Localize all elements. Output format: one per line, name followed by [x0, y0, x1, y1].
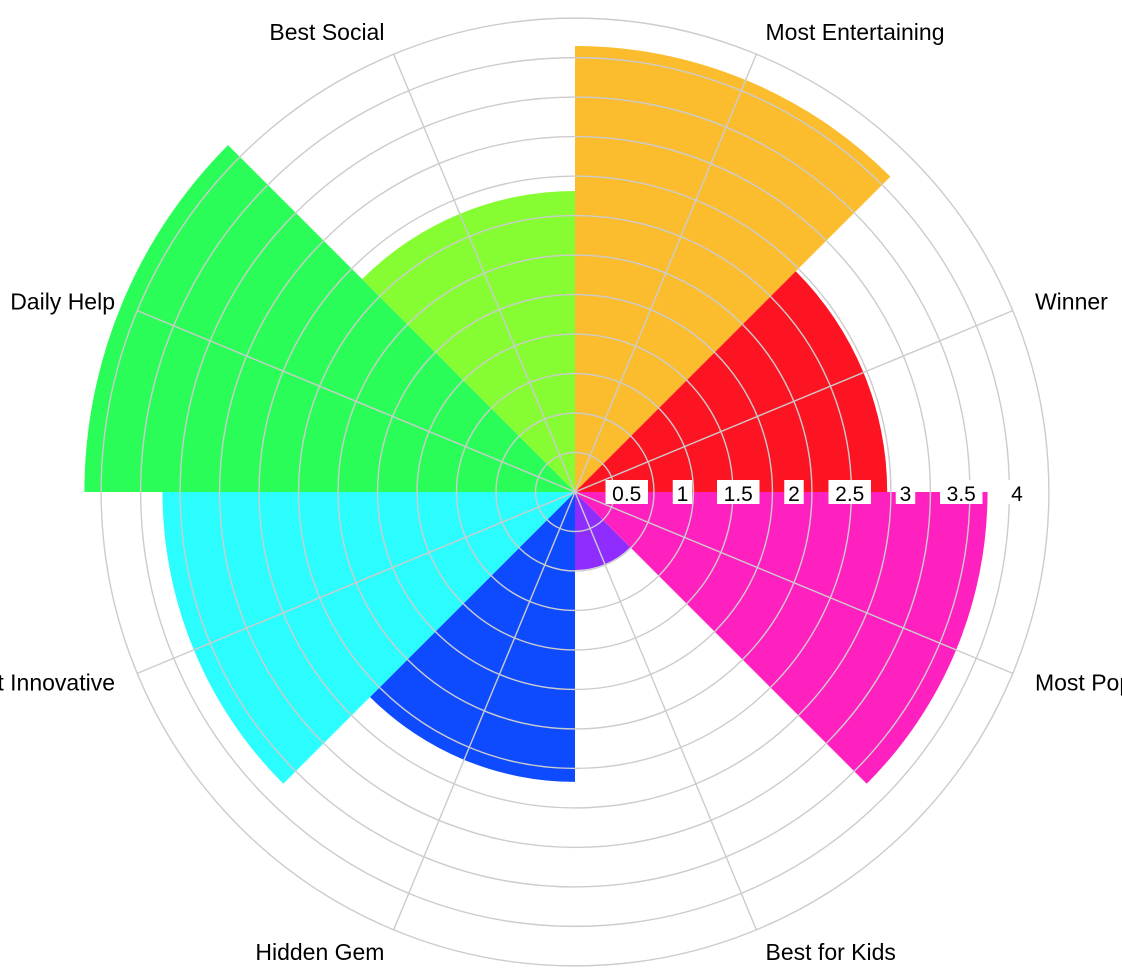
category-label-best-for-kids: Best for Kids: [766, 939, 896, 965]
category-label-best-social: Best Social: [269, 19, 384, 45]
sector-most-innovative: [162, 492, 575, 784]
radial-tick-label: 1.5: [724, 483, 753, 506]
radial-tick-bg: [717, 480, 760, 504]
sector-winner: [575, 271, 888, 492]
sector-best-for-kids: [575, 492, 631, 571]
radial-tick-label: 2.5: [835, 483, 864, 506]
grid-ring: [376, 293, 774, 691]
radial-tick-bg: [784, 480, 804, 504]
grid-spoke: [136, 310, 576, 493]
radial-tick: 3.5: [940, 480, 983, 506]
category-label-daily-help: Daily Help: [10, 288, 115, 314]
grid-spoke: [393, 53, 576, 493]
grid-spoke: [574, 491, 757, 931]
radial-tick-label: 3: [900, 483, 912, 506]
radial-tick-label: 2: [788, 483, 800, 506]
radial-tick: 2: [784, 480, 804, 506]
radial-tick-label: 0.5: [612, 483, 641, 506]
grid-ring: [258, 175, 892, 809]
category-labels: Most Entertaining Winner Most Popular Best …: [0, 19, 1122, 965]
radial-tick: 1: [672, 480, 693, 506]
radial-tick: 1.5: [717, 480, 760, 506]
radial-tick-label: 3.5: [947, 483, 976, 506]
radial-tick-bg: [940, 480, 983, 504]
grid-spoke: [574, 53, 757, 493]
sector-hidden-gem: [370, 492, 575, 782]
grid-spoke: [136, 491, 576, 674]
grid-spoke: [393, 491, 576, 931]
radial-tick: 0.5: [605, 480, 648, 506]
grid-ring: [218, 135, 932, 849]
grid-spoke: [574, 491, 1014, 674]
radial-axis-ticks: 0.5 1 1.5 2 2.5 3 3.5 4: [605, 480, 1027, 506]
radial-tick-bg: [1007, 480, 1027, 504]
category-label-winner: Winner: [1035, 288, 1108, 314]
sector-most-popular: [575, 492, 988, 784]
category-label-most-popular: Most Popular: [1035, 670, 1122, 696]
radial-tick-bg: [672, 480, 693, 504]
radial-tick: 2.5: [828, 480, 871, 506]
category-label-most-entertaining: Most Entertaining: [766, 19, 945, 45]
category-label-hidden-gem: Hidden Gem: [255, 939, 384, 965]
radial-tick: 4: [1007, 480, 1027, 506]
sector-daily-help: [84, 145, 576, 492]
radial-tick: 3: [895, 480, 916, 506]
grid-spoke: [574, 310, 1014, 493]
grid-ring: [100, 17, 1050, 967]
grid-ring: [495, 412, 655, 572]
sector-most-entertaining: [575, 46, 891, 492]
radial-tick-bg: [828, 480, 871, 504]
radial-tick-bg: [895, 480, 916, 504]
category-label-most-innovative: Most Innovative: [0, 670, 115, 696]
grid-ring: [455, 372, 695, 612]
radial-tick-label: 4: [1011, 483, 1023, 506]
radial-tick-bg: [605, 480, 648, 504]
grid-ring: [337, 254, 813, 730]
radial-tick-label: 1: [677, 483, 689, 506]
